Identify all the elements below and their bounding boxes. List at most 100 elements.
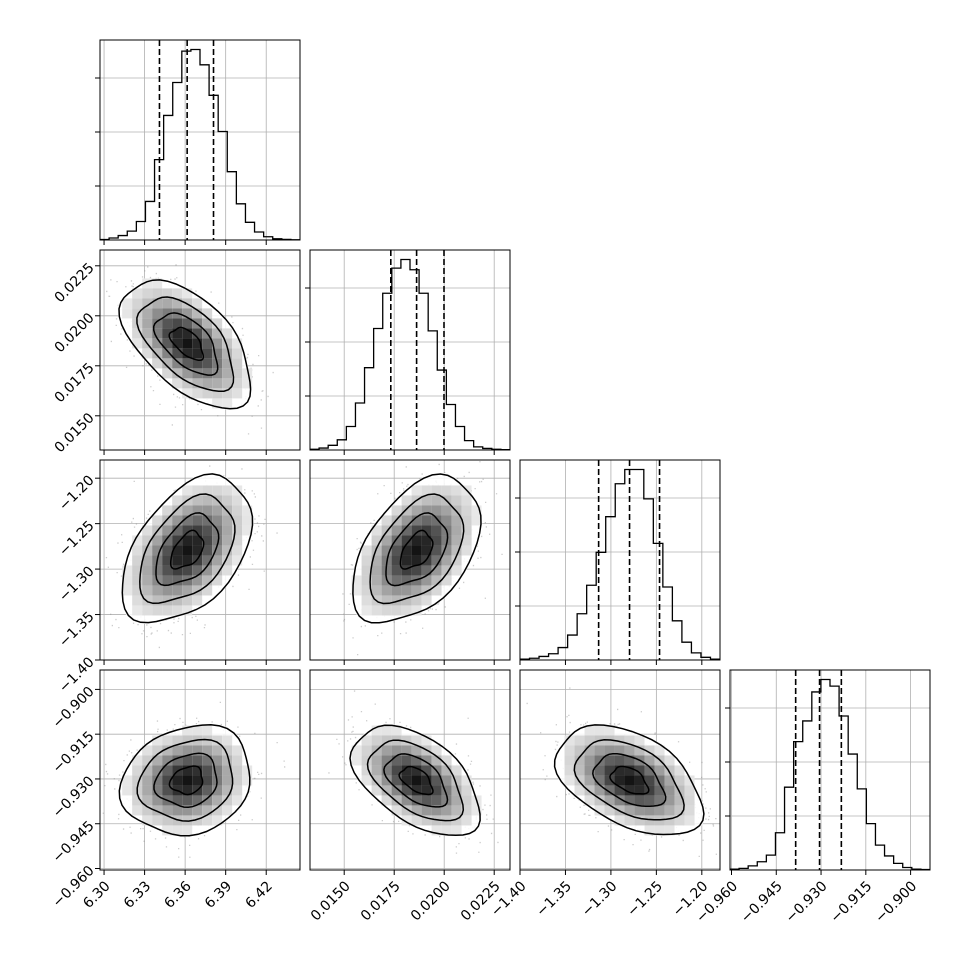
density-cell (162, 288, 173, 299)
density-cell (451, 555, 462, 566)
density-cell (132, 555, 143, 566)
density-cell (132, 535, 143, 546)
density-cell (391, 775, 402, 786)
density-cell (232, 795, 243, 806)
density-cell (461, 515, 472, 526)
ytick-label-1-1: 0.0175 (52, 360, 98, 406)
density-cell (441, 505, 452, 516)
density-cell (182, 555, 193, 566)
density-cell (654, 765, 665, 776)
density-cell (624, 815, 635, 826)
density-cell (381, 765, 392, 776)
density-cell (142, 775, 153, 786)
density-cell (162, 525, 173, 536)
density-cell (441, 515, 452, 526)
density-cell (441, 575, 452, 586)
density-cell (142, 535, 153, 546)
density-cell (232, 555, 243, 566)
density-cell (182, 725, 193, 736)
density-cell (192, 795, 203, 806)
density-cell (222, 495, 233, 506)
density-cell (371, 585, 382, 596)
density-cell (192, 535, 203, 546)
density-cell (162, 318, 173, 329)
density-cell (132, 328, 143, 339)
density-cell (232, 505, 243, 516)
density-cell (122, 298, 133, 309)
xtick-label-0-1: 6.33 (121, 878, 154, 911)
density-cell (242, 775, 253, 786)
density-cell (152, 605, 163, 616)
density-cell (202, 745, 213, 756)
density-cell (361, 595, 372, 606)
density-cell (391, 755, 402, 766)
density-cell (212, 535, 223, 546)
density-cell (391, 795, 402, 806)
density-cell (411, 525, 422, 536)
density-cell (132, 585, 143, 596)
density-cell (441, 565, 452, 576)
hist-frame-3 (729, 669, 931, 871)
density-cell (411, 595, 422, 606)
density-cell (361, 775, 372, 786)
density-cell (212, 378, 223, 389)
density-cell (604, 755, 615, 766)
scatter-panel-2-0 (95, 459, 301, 665)
density-cell (401, 555, 412, 566)
density-cell (172, 348, 183, 359)
density-cell (654, 825, 665, 836)
density-cell (584, 795, 595, 806)
xtick-label-3-2: −0.930 (783, 878, 831, 926)
density-cell (564, 765, 575, 776)
density-cell (664, 825, 675, 836)
density-cell (351, 755, 362, 766)
density-cell (182, 378, 193, 389)
density-cell (664, 775, 675, 786)
density-cell (431, 575, 442, 586)
density-cell (471, 515, 482, 526)
density-cell (232, 785, 243, 796)
hist-panel-3 (725, 669, 931, 875)
density-cell (584, 775, 595, 786)
hist-frame-1 (309, 249, 511, 451)
density-cell (222, 338, 233, 349)
density-cell (202, 388, 213, 399)
density-cell (152, 785, 163, 796)
density-cell (401, 585, 412, 596)
density-cell (614, 755, 625, 766)
density-cell (594, 755, 605, 766)
density-cell (361, 735, 372, 746)
density-cell (202, 725, 213, 736)
density-cell (371, 765, 382, 776)
density-cell (411, 755, 422, 766)
density-cell (471, 805, 482, 816)
xtick-label-1-1: 0.0175 (358, 878, 404, 924)
density-cell (172, 368, 183, 379)
density-cell (222, 555, 233, 566)
density-cell (371, 725, 382, 736)
density-cell (162, 358, 173, 369)
density-cell (411, 485, 422, 496)
panel-frame (519, 669, 721, 871)
density-cell (411, 785, 422, 796)
density-cell (401, 535, 412, 546)
density-cell (192, 815, 203, 826)
density-cell (212, 805, 223, 816)
density-cell (451, 495, 462, 506)
density-cell (222, 775, 233, 786)
density-cell (222, 368, 233, 379)
density-cell (122, 785, 133, 796)
density-cell (192, 545, 203, 556)
density-cell (132, 605, 143, 616)
density-cell (152, 815, 163, 826)
density-cell (431, 785, 442, 796)
density-cell (411, 515, 422, 526)
density-cell (212, 795, 223, 806)
density-cell (222, 545, 233, 556)
contour-1 (592, 752, 667, 807)
density-cell (451, 775, 462, 786)
density-cell (411, 765, 422, 776)
density-cell (172, 338, 183, 349)
density-cell (152, 595, 163, 606)
density-cell (421, 495, 432, 506)
